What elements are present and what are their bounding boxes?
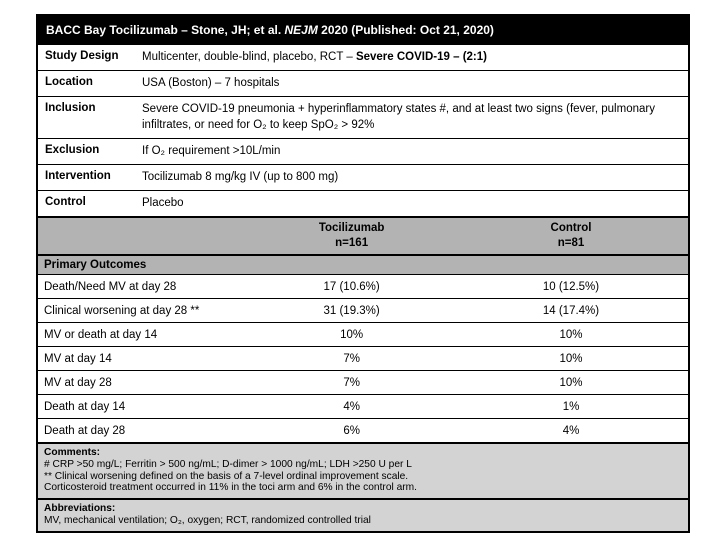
info-value: Severe COVID-19 pneumonia + hyperinflamm… bbox=[142, 103, 655, 131]
info-value: USA (Boston) – 7 hospitals bbox=[142, 77, 280, 90]
outcome-control-value: 10% bbox=[559, 352, 583, 365]
outcome-control-value: 1% bbox=[562, 400, 580, 413]
info-row-study-design: Study Design Multicenter, double-blind, … bbox=[38, 43, 688, 71]
outcome-row-clinical-worsening-day28: Clinical worsening at day 28 ** 31 (19.3… bbox=[38, 298, 688, 323]
outcome-row-mv-day28: MV at day 28 7% 10% bbox=[38, 370, 688, 395]
outcome-label: MV or death at day 14 bbox=[44, 328, 158, 341]
abbreviations-line: MV, mechanical ventilation; O₂, oxygen; … bbox=[44, 515, 371, 527]
outcome-control-value: 10% bbox=[559, 328, 583, 341]
info-row-location: Location USA (Boston) – 7 hospitals bbox=[38, 70, 688, 97]
comment-line-corticosteroid: Corticosteroid treatment occurred in 11%… bbox=[44, 482, 417, 494]
journal-name: NEJM bbox=[284, 22, 318, 37]
clinical-trial-summary-table: BACC Bay Tocilizumab – Stone, JH; et al.… bbox=[36, 14, 690, 533]
outcome-tocilizumab-value: 4% bbox=[343, 400, 360, 413]
outcome-row-mv-day14: MV at day 14 7% 10% bbox=[38, 346, 688, 371]
table-title-bar: BACC Bay Tocilizumab – Stone, JH; et al.… bbox=[38, 16, 688, 43]
abbreviations-heading: Abbreviations: bbox=[44, 503, 116, 515]
outcome-label: Clinical worsening at day 28 ** bbox=[44, 304, 200, 317]
info-label: Study Design bbox=[45, 50, 119, 62]
outcome-control-value: 4% bbox=[562, 424, 580, 437]
outcome-control-value: 10 (12.5%) bbox=[542, 280, 600, 293]
outcome-row-death-day14: Death at day 14 4% 1% bbox=[38, 394, 688, 419]
outcome-row-death-need-mv-day28: Death/Need MV at day 28 17 (10.6%) 10 (1… bbox=[38, 274, 688, 299]
abbreviations-section: Abbreviations: MV, mechanical ventilatio… bbox=[38, 498, 688, 531]
study-title-text: BACC Bay Tocilizumab – Stone, JH; et al. bbox=[46, 22, 285, 37]
info-row-exclusion: Exclusion If O₂ requirement >10L/min bbox=[38, 137, 688, 164]
outcome-tocilizumab-value: 7% bbox=[343, 376, 360, 389]
info-label: Intervention bbox=[45, 169, 111, 182]
outcome-label: Death/Need MV at day 28 bbox=[44, 280, 177, 293]
column-n: n=161 bbox=[335, 237, 369, 250]
column-n: n=81 bbox=[557, 237, 585, 250]
info-row-inclusion: Inclusion Severe COVID-19 pneumonia + hy… bbox=[38, 96, 688, 138]
comment-line-lab-criteria: # CRP >50 mg/L; Ferritin > 500 ng/mL; D-… bbox=[44, 458, 412, 470]
info-value: Placebo bbox=[142, 197, 184, 210]
study-design-text: Multicenter, double-blind, placebo, RCT … bbox=[142, 51, 356, 63]
outcome-tocilizumab-value: 6% bbox=[343, 424, 360, 437]
info-label: Control bbox=[45, 196, 86, 209]
outcome-label: Death at day 14 bbox=[44, 400, 126, 413]
outcome-tocilizumab-value: 7% bbox=[343, 352, 360, 365]
column-name: Control bbox=[550, 222, 592, 235]
column-header-row: Tocilizumab n=161 Control n=81 bbox=[38, 216, 688, 255]
outcome-tocilizumab-value: 31 (19.3%) bbox=[323, 304, 380, 317]
outcome-row-mv-or-death-day14: MV or death at day 14 10% 10% bbox=[38, 322, 688, 347]
outcome-control-value: 14 (17.4%) bbox=[542, 304, 600, 317]
info-row-control: Control Placebo bbox=[38, 190, 688, 217]
outcome-row-death-day28: Death at day 28 6% 4% bbox=[38, 418, 688, 443]
column-header-tocilizumab: Tocilizumab n=161 bbox=[249, 221, 454, 251]
outcome-label: Death at day 28 bbox=[44, 424, 126, 437]
outcome-tocilizumab-value: 10% bbox=[340, 328, 364, 341]
info-label: Location bbox=[45, 76, 93, 89]
outcome-label: MV at day 14 bbox=[44, 352, 112, 365]
info-row-intervention: Intervention Tocilizumab 8 mg/kg IV (up … bbox=[38, 163, 688, 191]
section-title: Primary Outcomes bbox=[44, 259, 147, 272]
outcome-control-value: 10% bbox=[559, 376, 583, 389]
info-value: Tocilizumab 8 mg/kg IV (up to 800 mg) bbox=[142, 170, 339, 183]
comment-line-clinical-worsening-def: ** Clinical worsening defined on the bas… bbox=[44, 470, 409, 482]
primary-outcomes-band: Primary Outcomes bbox=[38, 254, 688, 275]
comments-section: Comments: # CRP >50 mg/L; Ferritin > 500… bbox=[38, 442, 688, 499]
info-label: Exclusion bbox=[45, 143, 100, 156]
info-label: Inclusion bbox=[45, 102, 96, 115]
info-value: If O₂ requirement >10L/min bbox=[142, 144, 281, 157]
outcome-label: MV at day 28 bbox=[44, 376, 112, 389]
info-value: Multicenter, double-blind, placebo, RCT … bbox=[142, 45, 688, 70]
column-header-control: Control n=81 bbox=[454, 221, 688, 251]
outcome-tocilizumab-value: 17 (10.6%) bbox=[323, 280, 380, 293]
comments-heading: Comments: bbox=[44, 447, 101, 459]
column-name: Tocilizumab bbox=[318, 222, 385, 235]
study-design-bold-text: Severe COVID-19 – (2:1) bbox=[355, 51, 487, 63]
study-title-suffix: 2020 (Published: Oct 21, 2020) bbox=[317, 22, 494, 37]
